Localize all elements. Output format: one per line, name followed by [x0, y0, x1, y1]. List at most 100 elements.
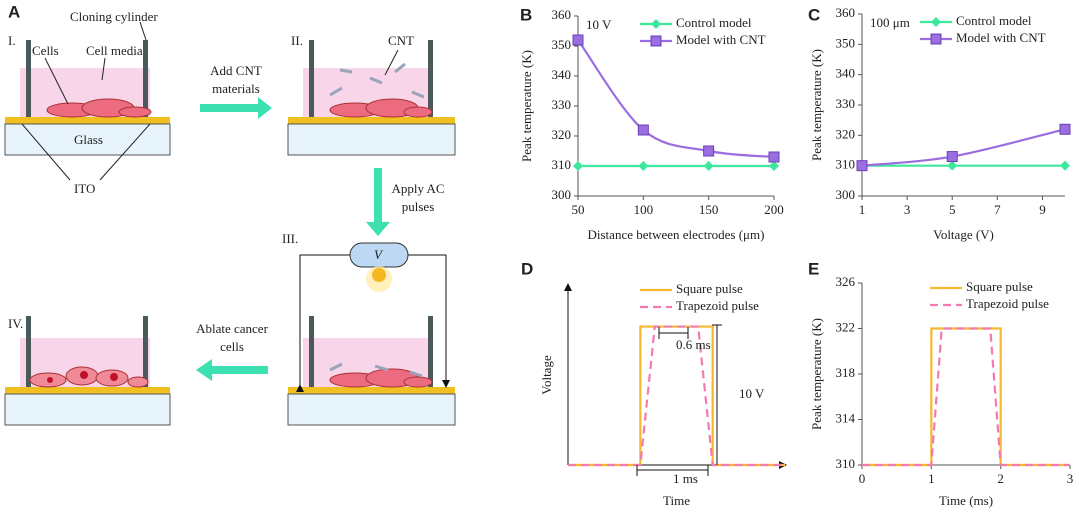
dish: [287, 242, 456, 426]
y-axis-label: Voltage: [539, 355, 554, 395]
legend-label: Square pulse: [966, 279, 1033, 294]
process-arrows: [196, 97, 390, 381]
point: [1060, 160, 1070, 171]
y-tick-label: 318: [836, 365, 856, 380]
y-tick-label: 350: [836, 35, 856, 50]
x-axis-label: Voltage (V): [933, 227, 994, 242]
dish: [287, 40, 456, 156]
step-label: I.: [8, 33, 16, 48]
x-tick-label: 5: [949, 202, 956, 217]
legend-label: Square pulse: [676, 281, 743, 296]
dish: [4, 316, 171, 426]
x-axis-label: Time: [663, 493, 690, 508]
arrow-label: materials: [212, 81, 260, 96]
arrow-label: pulses: [402, 199, 435, 214]
arrow-label: cells: [220, 339, 244, 354]
y-tick-label: 300: [836, 187, 856, 202]
panel-label: A: [8, 2, 20, 21]
y-tick-label: 320: [552, 127, 572, 142]
x-tick-label: 1: [928, 471, 935, 486]
label: Cloning cylinder: [70, 9, 158, 24]
chart: C 300 310 320 330 340 350 360 1 3 5 7 9 Voltage (V) Pe…: [808, 5, 1066, 242]
chart: E 310 314 318 322 326 0 1 2 3 Time (ms) Peak temper…: [808, 259, 1073, 508]
panel-label: C: [808, 5, 820, 24]
step-label: III.: [282, 231, 298, 246]
y-tick-label: 350: [552, 37, 572, 52]
label: Cells: [32, 43, 59, 58]
point: [856, 160, 868, 172]
point: [946, 151, 958, 163]
label: Cell media: [86, 43, 143, 58]
step-label: IV.: [8, 316, 23, 331]
series-line: [862, 327, 1070, 467]
series-line: [862, 327, 1070, 467]
annotation: 0.6 ms: [676, 337, 711, 352]
series-line: [577, 39, 775, 159]
x-axis-label: Distance between electrodes (μm): [588, 227, 765, 242]
legend-label: Control model: [956, 13, 1032, 28]
y-axis-label: Peak temperature (K): [519, 50, 534, 162]
point: [573, 161, 583, 171]
y-tick-label: 300: [552, 187, 572, 202]
panel-label: D: [521, 259, 533, 278]
point: [637, 124, 649, 136]
panel-label: E: [808, 259, 819, 278]
annotation: 100 μm: [870, 15, 910, 30]
arrow-label: Ablate cancer: [196, 321, 268, 336]
chart: D Time Voltage Square pulse Trapezoid pulse 0…: [521, 259, 787, 508]
point: [947, 160, 958, 171]
legend-label: Control model: [676, 15, 752, 30]
annotation: 10 V: [739, 386, 765, 401]
x-axis-label: Time (ms): [939, 493, 993, 508]
x-tick-label: 2: [997, 471, 1004, 486]
y-tick-label: 320: [836, 126, 856, 141]
y-tick-label: 340: [836, 66, 856, 81]
x-tick-label: 3: [1067, 471, 1074, 486]
legend-marker: [930, 33, 942, 45]
x-tick-label: 0: [859, 471, 866, 486]
x-tick-label: 3: [904, 202, 911, 217]
point: [769, 161, 779, 171]
y-axis-label: Peak temperature (K): [809, 318, 824, 430]
point: [1059, 123, 1071, 135]
point: [703, 161, 714, 171]
dish: [4, 21, 171, 181]
series-line: [568, 325, 785, 467]
y-tick-label: 310: [836, 456, 856, 471]
label: ITO: [74, 181, 95, 196]
x-tick-label: 7: [994, 202, 1001, 217]
panel-label: B: [520, 5, 532, 24]
x-tick-label: 100: [634, 202, 654, 217]
x-tick-label: 50: [572, 202, 585, 217]
panel-a: A I. II. III. IV. Cloning cylinder Cells…: [4, 2, 456, 426]
y-tick-label: 330: [552, 97, 572, 112]
step-label: II.: [291, 33, 303, 48]
x-tick-label: 9: [1039, 202, 1046, 217]
y-tick-label: 310: [836, 157, 856, 172]
y-tick-label: 314: [836, 410, 856, 425]
arrow-label: Add CNT: [210, 63, 262, 78]
legend-label: Model with CNT: [956, 30, 1046, 45]
annotation: 10 V: [586, 17, 612, 32]
annotation: 1 ms: [673, 471, 698, 486]
legend-label: Trapezoid pulse: [966, 296, 1049, 311]
legend-marker: [651, 19, 661, 29]
point: [638, 161, 649, 171]
x-tick-label: 200: [764, 202, 784, 217]
y-axis-label: Peak temperature (K): [809, 49, 824, 161]
x-tick-label: 1: [859, 202, 866, 217]
arrow-label: Apply AC: [391, 181, 444, 196]
point: [703, 145, 715, 157]
y-tick-label: 330: [836, 96, 856, 111]
legend-marker: [650, 35, 662, 47]
y-tick-label: 310: [552, 157, 572, 172]
label: CNT: [388, 33, 414, 48]
legend-label: Trapezoid pulse: [676, 298, 759, 313]
y-tick-label: 360: [552, 7, 572, 22]
y-tick-label: 360: [836, 5, 856, 20]
legend-marker: [931, 17, 941, 27]
point: [572, 34, 584, 46]
chart: B 300 310 320 330 340 350 360 50 100 150 200 Distanc…: [519, 5, 784, 242]
point: [768, 151, 780, 163]
